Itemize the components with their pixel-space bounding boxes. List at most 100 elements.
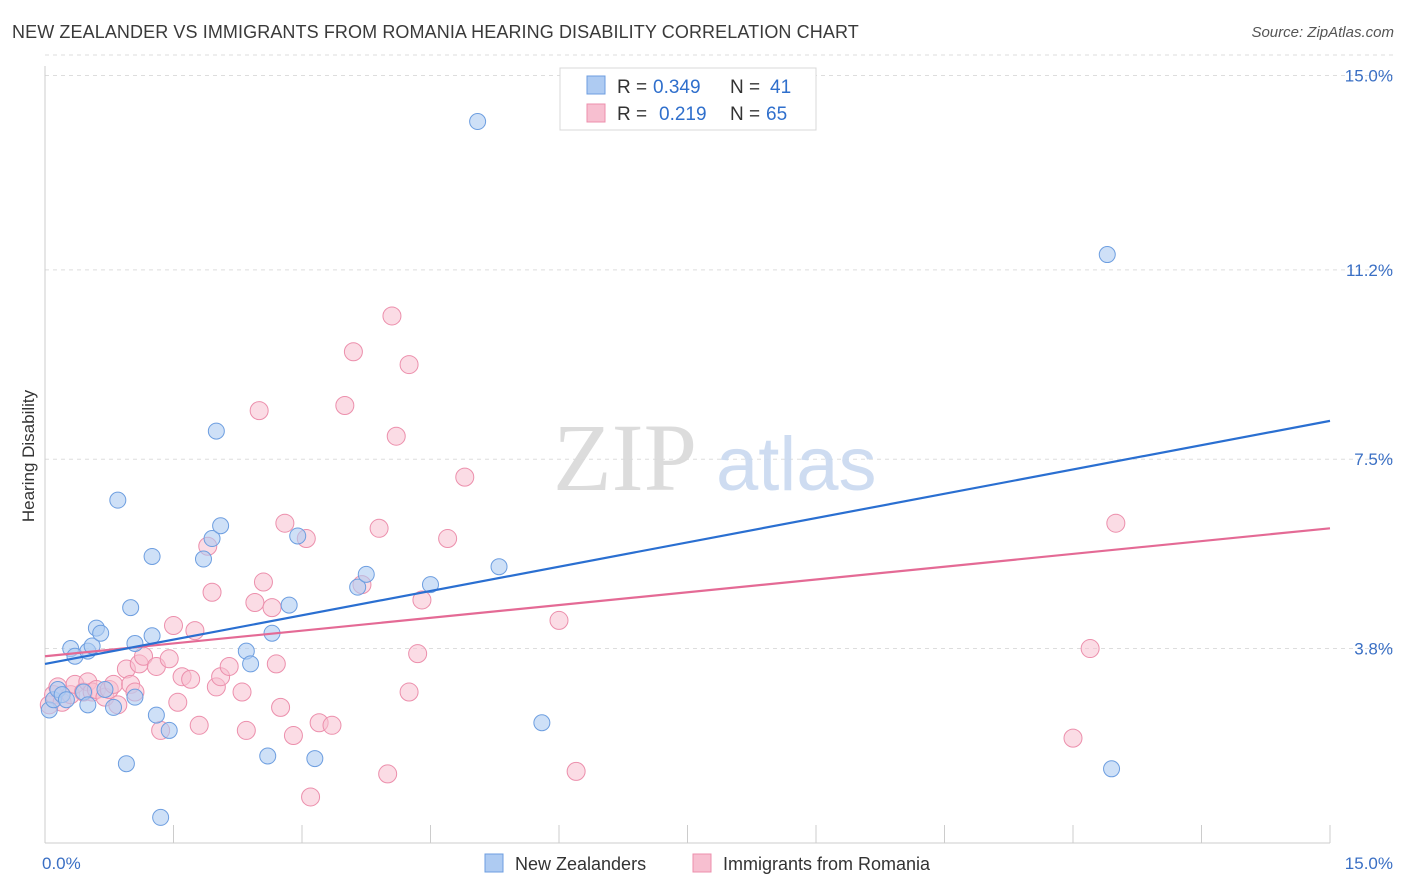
romania-point-42	[283, 726, 303, 746]
romania-point-55	[399, 682, 419, 702]
romania-point-22	[164, 616, 183, 636]
y-tick-label-2: 11.2%	[1346, 261, 1393, 280]
romania-point-41	[275, 513, 295, 533]
legend-r-value-1: 0.349	[653, 77, 701, 98]
watermark-zip: ZIP	[553, 404, 697, 511]
nz-point-41	[533, 714, 551, 732]
romania-point-58	[438, 529, 458, 549]
nz-point-13	[96, 680, 114, 698]
nz-point-21	[143, 547, 161, 565]
romania-point-32	[219, 656, 239, 676]
romania-point-36	[249, 401, 269, 421]
legend-r-label-2: R =	[617, 104, 647, 125]
legend: R = 0.349 N = 41 R = 0.219 N = 65	[559, 67, 817, 131]
nz-point-14	[105, 698, 123, 716]
romania-point-21	[159, 649, 179, 669]
x-tick-label-0: 0.0%	[42, 854, 81, 873]
nz-point-16	[117, 755, 135, 773]
legend-n-value-1: 41	[770, 77, 791, 98]
bottom-legend-swatch-blue	[484, 853, 504, 873]
romania-point-52	[382, 306, 402, 326]
nz-point-28	[212, 517, 230, 535]
romania-point-37	[253, 572, 273, 592]
nz-point-30	[242, 655, 260, 673]
gridlines	[45, 54, 1395, 650]
romania-point-38	[262, 598, 282, 618]
romania-point-46	[322, 715, 342, 735]
romania-point-35	[245, 593, 265, 613]
nz-point-37	[357, 565, 375, 583]
romania-point-50	[369, 518, 389, 538]
nz-point-8	[79, 696, 97, 714]
chart-title: NEW ZEALANDER VS IMMIGRANTS FROM ROMANIA…	[12, 22, 859, 42]
nz-point-43	[1103, 760, 1121, 778]
romania-point-54	[399, 355, 419, 375]
nz-points	[40, 113, 1121, 826]
nz-point-19	[126, 688, 144, 706]
nz-point-15	[109, 491, 127, 509]
nz-point-12	[92, 624, 110, 642]
nz-point-34	[289, 527, 307, 545]
nz-point-26	[203, 530, 221, 548]
nz-point-36	[349, 578, 367, 596]
romania-point-25	[181, 669, 201, 689]
y-axis-title: Hearing Disability	[19, 389, 38, 522]
bottom-legend-label-romania: Immigrants from Romania	[723, 854, 931, 874]
romania-point-34	[236, 720, 256, 740]
nz-point-31	[259, 747, 277, 765]
x-tick-label-1: 15.0%	[1345, 854, 1393, 873]
romania-point-57	[412, 590, 432, 610]
legend-n-label-2: N =	[730, 104, 760, 125]
nz-point-35	[306, 750, 324, 768]
romania-trendline	[44, 527, 1331, 658]
nz-point-24	[160, 721, 178, 739]
nz-point-20	[143, 627, 161, 645]
romania-point-40	[271, 697, 291, 717]
watermark-atlas: atlas	[716, 422, 877, 507]
nz-trendline	[44, 419, 1331, 665]
nz-point-27	[207, 422, 225, 440]
romania-point-60	[549, 610, 569, 630]
nz-point-23	[152, 808, 170, 826]
romania-point-62	[1063, 728, 1083, 748]
romania-point-29	[202, 582, 222, 602]
nz-point-33	[280, 596, 298, 614]
romania-point-64	[1106, 513, 1126, 533]
legend-n-value-2: 65	[766, 104, 787, 125]
romania-point-44	[301, 787, 321, 807]
legend-r-label-1: R =	[617, 77, 647, 98]
legend-swatch-blue	[586, 75, 606, 95]
romania-point-61	[566, 761, 586, 781]
romania-point-48	[343, 342, 363, 362]
bottom-legend-swatch-pink	[692, 853, 712, 873]
chart-source: Source: ZipAtlas.com	[1251, 24, 1394, 41]
nz-point-25	[194, 550, 212, 568]
watermark: ZIP atlas	[553, 404, 877, 511]
nz-point-42	[1098, 246, 1116, 264]
romania-point-51	[378, 764, 398, 784]
nz-point-4	[57, 691, 75, 709]
romania-point-27	[189, 715, 209, 735]
romania-point-59	[455, 467, 475, 487]
y-tick-labels: 3.8% 7.5% 11.2% 15.0%	[1345, 66, 1393, 658]
bottom-legend-label-nz: New Zealanders	[515, 854, 646, 874]
nz-point-17	[122, 599, 140, 617]
romania-point-63	[1080, 639, 1100, 659]
romania-point-39	[266, 654, 286, 674]
axes	[44, 66, 1331, 844]
nz-point-40	[490, 558, 508, 576]
x-tick-labels: 0.0% 15.0%	[42, 854, 1393, 873]
romania-point-23	[168, 692, 188, 712]
romania-point-33	[232, 682, 252, 702]
nz-point-39	[469, 113, 487, 131]
y-tick-label-3: 15.0%	[1345, 66, 1393, 85]
romania-point-56	[408, 644, 428, 664]
legend-swatch-pink	[586, 103, 606, 123]
nz-point-22	[147, 706, 165, 724]
y-tick-label-0: 3.8%	[1354, 640, 1393, 659]
y-tick-label-1: 7.5%	[1354, 450, 1393, 469]
bottom-legend: New Zealanders Immigrants from Romania	[484, 853, 931, 874]
legend-n-label-1: N =	[730, 77, 760, 98]
romania-point-47	[335, 396, 355, 416]
